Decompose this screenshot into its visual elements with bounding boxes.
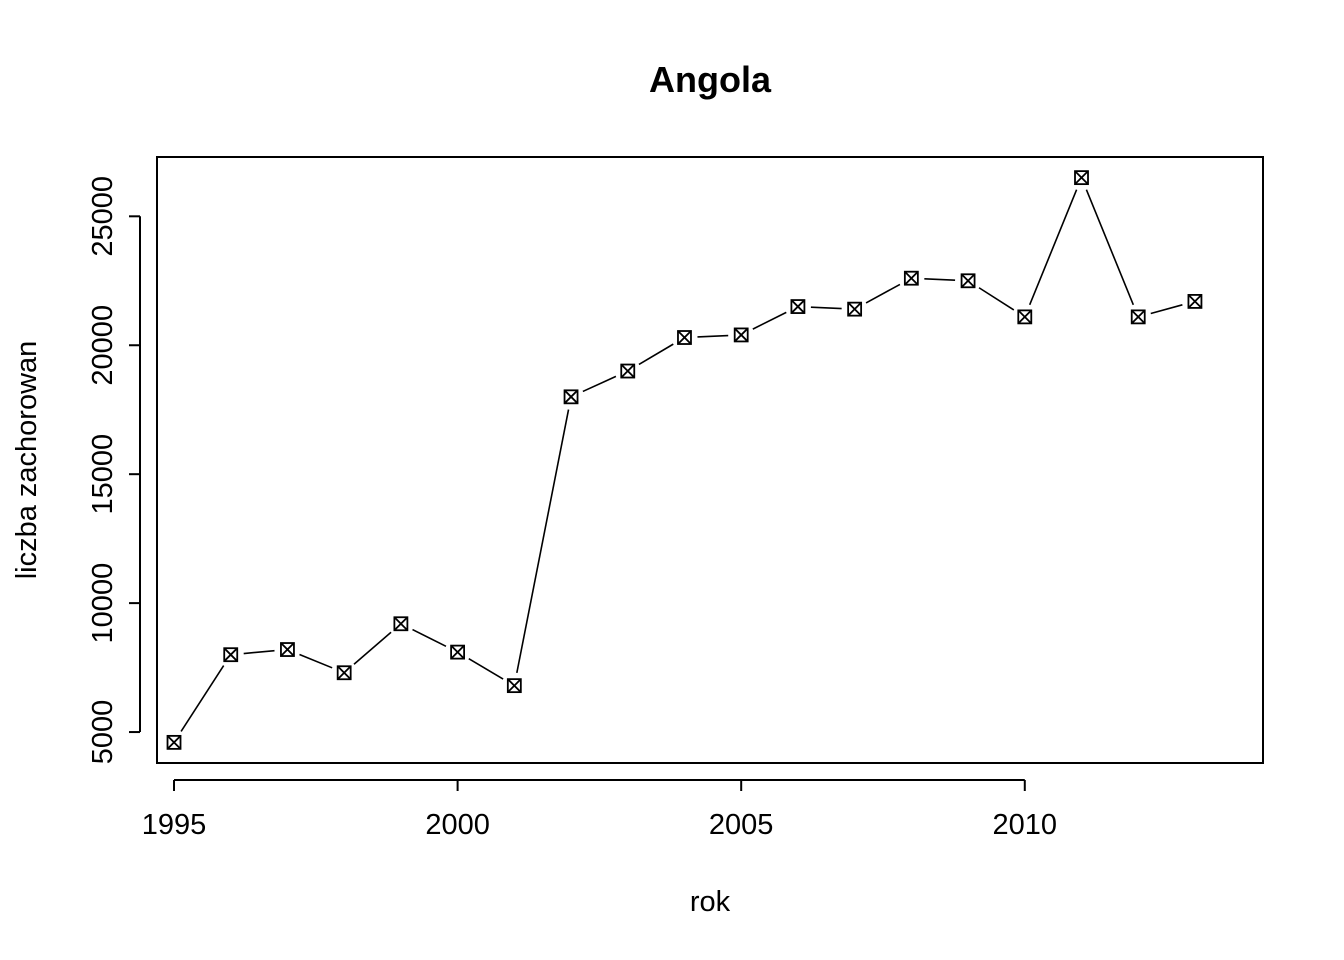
- data-point-marker: [280, 642, 295, 657]
- x-tick-label: 1995: [142, 809, 207, 841]
- y-tick-label: 25000: [87, 176, 119, 257]
- data-point-marker: [960, 273, 976, 289]
- series-line-segment: [924, 277, 956, 281]
- y-axis-title: liczba zachorowan: [11, 341, 43, 580]
- data-point-marker: [733, 327, 749, 343]
- y-tick-label: 15000: [87, 434, 119, 515]
- series-line-segment: [243, 649, 275, 655]
- series-line-segment: [582, 375, 617, 393]
- series-markers: [166, 170, 1203, 750]
- data-point-marker: [563, 389, 579, 405]
- x-axis-title: rok: [690, 886, 731, 918]
- series-line-segment: [638, 343, 674, 366]
- series-line-segment: [978, 287, 1015, 311]
- data-point-marker: [790, 299, 806, 314]
- data-point-marker: [1074, 170, 1089, 186]
- data-point-marker: [677, 330, 692, 345]
- data-point-marker: [1130, 309, 1146, 325]
- data-point-marker: [847, 301, 863, 317]
- data-point-marker: [336, 665, 352, 681]
- series-line-segment: [516, 409, 570, 674]
- data-point-marker: [166, 734, 182, 750]
- series-line-segment: [1028, 189, 1078, 306]
- x-tick-label: 2010: [993, 809, 1058, 841]
- series-line-segment: [1150, 304, 1183, 315]
- series-lines: [180, 189, 1183, 732]
- data-point-marker: [1017, 309, 1033, 325]
- data-point-marker: [620, 363, 636, 379]
- y-axis: 5000 10000 15000 20000 25000: [87, 176, 141, 765]
- chart-title: Angola: [649, 59, 772, 100]
- plot-area-frame: [156, 156, 1264, 764]
- data-point-marker: [903, 270, 919, 286]
- x-axis: 1995 2000 2005 2010: [142, 779, 1058, 841]
- series-line-segment: [1085, 189, 1135, 306]
- series-line-segment: [180, 665, 225, 732]
- series-line-segment: [865, 283, 901, 304]
- series-line-segment: [752, 311, 787, 330]
- data-point-marker: [1187, 294, 1203, 309]
- data-point-marker: [506, 678, 522, 694]
- series-line-segment: [697, 334, 729, 338]
- series-line-segment: [412, 628, 447, 648]
- x-tick-label: 2005: [709, 809, 774, 841]
- y-tick-label: 5000: [87, 700, 119, 765]
- y-tick-label: 20000: [87, 305, 119, 386]
- series-line-segment: [299, 653, 333, 669]
- series-line-segment: [810, 306, 842, 310]
- y-tick-label: 10000: [87, 563, 119, 644]
- series-line-segment: [353, 631, 392, 665]
- data-point-marker: [223, 647, 239, 663]
- data-point-marker: [450, 644, 466, 660]
- data-point-marker: [393, 616, 409, 632]
- x-tick-label: 2000: [425, 809, 490, 841]
- series-line-segment: [468, 658, 504, 680]
